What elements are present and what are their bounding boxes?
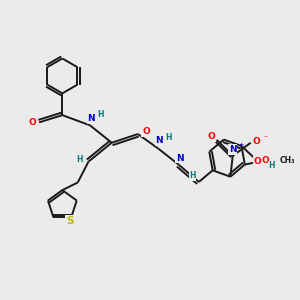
Text: CH₃: CH₃ [280, 156, 295, 165]
Text: O: O [254, 157, 261, 166]
Text: N: N [87, 114, 95, 123]
Text: H: H [98, 110, 104, 119]
Text: O: O [253, 137, 260, 146]
Text: H: H [268, 161, 275, 170]
Text: ⁻: ⁻ [264, 133, 268, 142]
Text: +: + [238, 142, 244, 147]
Text: O: O [142, 127, 150, 136]
Text: N: N [176, 154, 184, 163]
Text: O: O [262, 156, 270, 165]
Text: N: N [229, 145, 236, 154]
Text: O: O [207, 132, 215, 141]
Text: N: N [155, 136, 163, 146]
Text: O: O [29, 118, 37, 127]
Text: H: H [166, 133, 172, 142]
Text: H: H [76, 155, 83, 164]
Text: S: S [66, 216, 74, 226]
Text: H: H [189, 171, 196, 180]
